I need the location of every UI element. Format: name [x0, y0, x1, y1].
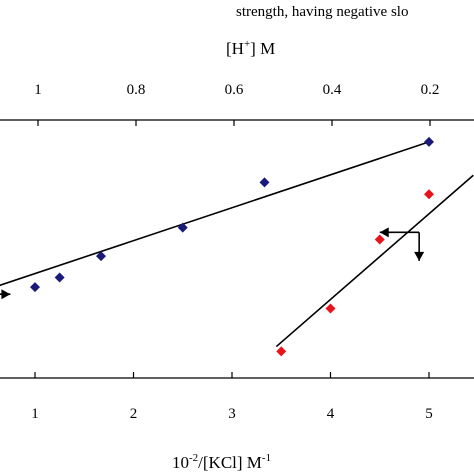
annotation-arrows	[0, 227, 425, 300]
series-1-point	[424, 136, 434, 147]
bottom-axis-label-sup1: -2	[189, 452, 198, 464]
series-2-point	[374, 234, 385, 245]
top-axis-label: [H+] M	[226, 38, 275, 58]
series-1-point	[30, 282, 40, 293]
fit-line-1	[0, 141, 430, 287]
arrow-head-down	[414, 251, 425, 261]
bottom-tick-label: 4	[327, 406, 335, 422]
bottom-axis-label: 10-2/[KCl] M-1	[172, 452, 271, 472]
bottom-tick-label: 3	[228, 406, 236, 422]
top-tick-label: 0.8	[127, 82, 146, 98]
bottom-tick-label: 5	[425, 406, 433, 422]
header-text: strength, having negative slo	[236, 4, 408, 20]
top-tick-label: 0.4	[323, 82, 342, 98]
series-2-point	[325, 303, 336, 314]
bottom-axis: 1 2 3 4 5	[31, 372, 433, 422]
top-tick-label: 1	[34, 82, 42, 98]
top-axis-label-sup: +	[244, 38, 250, 50]
bottom-axis-label-sup2: -1	[262, 452, 271, 464]
top-axis-label-end: ] M	[250, 39, 275, 58]
arrow-head-right	[1, 289, 11, 300]
fit-line-2	[275, 174, 474, 348]
top-axis: 1 0.8 0.6 0.4 0.2	[34, 82, 439, 126]
series-1-point	[54, 272, 65, 283]
bottom-axis-label-pre: 10	[172, 453, 189, 472]
bottom-tick-label: 2	[130, 406, 138, 422]
plot-frame	[0, 119, 474, 379]
bottom-axis-label-mid: /[KCl] M	[198, 453, 262, 472]
data-points	[30, 136, 434, 357]
arrow-head-left	[379, 227, 389, 238]
series-2-point	[276, 346, 287, 357]
top-axis-label-main: [H	[226, 39, 244, 58]
top-tick-label: 0.6	[225, 82, 244, 98]
series-2-point	[424, 189, 434, 200]
fit-lines	[0, 141, 474, 348]
series-1-point	[259, 177, 270, 188]
top-tick-label: 0.2	[421, 82, 440, 98]
series-1-point	[177, 222, 188, 233]
bottom-tick-label: 1	[31, 406, 39, 422]
series-1-point	[95, 251, 106, 262]
